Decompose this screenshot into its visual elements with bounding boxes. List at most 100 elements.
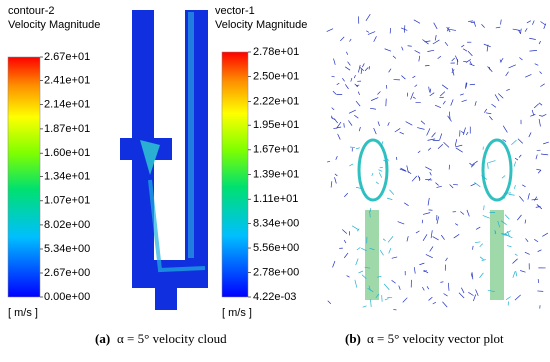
vector	[491, 104, 495, 107]
vector	[435, 183, 438, 186]
vector	[506, 72, 509, 76]
vector	[412, 76, 415, 78]
vector	[429, 87, 430, 92]
vector	[423, 234, 427, 241]
vector	[529, 50, 536, 51]
vector	[488, 161, 495, 163]
vector	[534, 104, 539, 108]
legend-subtitle: Velocity Magnitude	[215, 19, 307, 31]
vector	[540, 72, 542, 74]
vector	[427, 50, 434, 51]
vector	[425, 179, 432, 180]
vector	[349, 110, 356, 113]
vector	[356, 259, 358, 266]
vector	[539, 115, 542, 116]
vector	[535, 64, 539, 66]
vector	[392, 280, 396, 283]
vector	[404, 203, 408, 206]
vector	[473, 295, 475, 301]
vector	[414, 20, 420, 23]
vector	[400, 132, 404, 134]
vector	[455, 139, 456, 146]
vector	[483, 215, 490, 218]
vector	[445, 258, 447, 261]
vector	[371, 98, 378, 101]
vector	[434, 23, 437, 29]
vector	[515, 158, 518, 160]
vector	[349, 164, 353, 166]
vector	[538, 279, 539, 283]
vector	[418, 151, 420, 153]
vector	[335, 177, 337, 183]
vector	[338, 134, 341, 140]
vector	[489, 67, 490, 70]
vector	[536, 155, 537, 160]
vector	[350, 147, 355, 148]
vector	[450, 184, 454, 187]
vector	[430, 172, 432, 175]
vector	[370, 299, 371, 307]
vector	[342, 78, 344, 81]
vector	[440, 133, 442, 139]
vector	[473, 246, 474, 250]
vector	[351, 78, 352, 81]
vector	[516, 271, 517, 276]
vector	[374, 36, 377, 41]
vector	[475, 101, 476, 106]
vector	[377, 91, 380, 94]
legend-title: vector-1	[215, 5, 255, 17]
velocity-cloud	[120, 10, 208, 310]
vector	[469, 163, 472, 166]
vector	[455, 224, 458, 226]
vector	[335, 174, 337, 176]
vector	[345, 67, 350, 70]
vector	[484, 205, 485, 210]
vector	[349, 39, 351, 42]
caption-label: (b)	[345, 331, 361, 346]
vector	[419, 263, 424, 265]
vector	[334, 119, 337, 123]
vector	[398, 222, 405, 225]
vector	[385, 299, 389, 300]
vector	[484, 44, 491, 47]
vector	[486, 113, 491, 114]
vector	[501, 20, 502, 25]
vector	[345, 84, 348, 89]
vector	[542, 114, 546, 116]
unit: [ m/s ]	[222, 307, 252, 319]
vector	[366, 31, 369, 33]
vector	[417, 128, 424, 130]
vector	[392, 257, 397, 258]
vector	[519, 155, 521, 158]
vector	[505, 215, 509, 220]
vector	[466, 132, 468, 135]
vector	[444, 294, 448, 297]
vector	[357, 247, 360, 250]
vector	[507, 246, 511, 247]
vector	[509, 194, 515, 195]
vector	[511, 140, 516, 145]
vector	[399, 286, 401, 290]
vector	[532, 110, 534, 116]
vector	[412, 176, 417, 181]
vector	[448, 283, 449, 291]
vector	[528, 193, 530, 199]
vector	[543, 142, 549, 144]
vector	[432, 133, 436, 138]
vector	[459, 293, 464, 298]
vector	[519, 196, 523, 201]
vector	[525, 252, 530, 254]
vector	[534, 197, 536, 201]
vector	[344, 123, 345, 127]
vector	[437, 216, 439, 223]
vector	[331, 181, 332, 187]
vector	[538, 170, 541, 173]
vector	[401, 28, 407, 30]
vector	[433, 302, 436, 304]
vector	[327, 29, 333, 32]
vector	[474, 182, 480, 186]
vector	[481, 24, 484, 27]
vector	[474, 21, 476, 27]
vector	[542, 233, 548, 236]
vector	[506, 297, 511, 300]
